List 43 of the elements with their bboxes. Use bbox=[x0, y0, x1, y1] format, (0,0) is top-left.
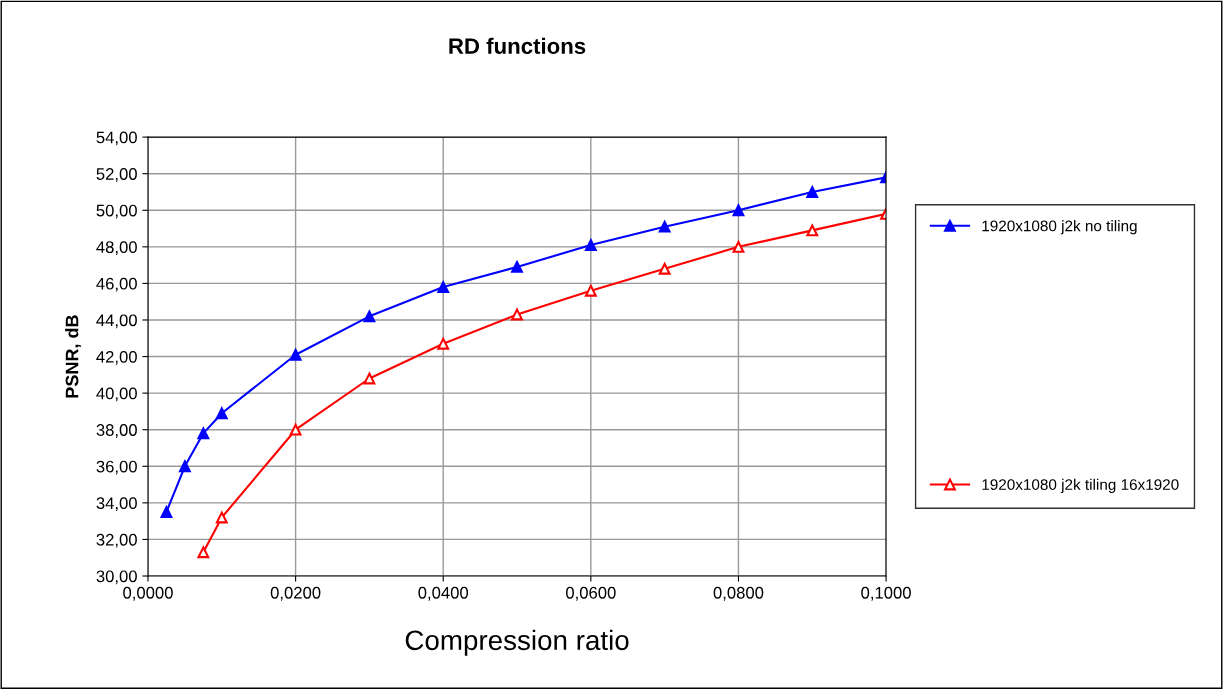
point bbox=[658, 220, 671, 233]
point bbox=[806, 224, 819, 237]
y-tick-label: 40,00 bbox=[96, 387, 137, 402]
y-tick-label: 44,00 bbox=[96, 314, 137, 329]
y-tick-label: 50,00 bbox=[96, 204, 137, 219]
point bbox=[363, 372, 376, 385]
y-tick-label: 30,00 bbox=[96, 570, 137, 585]
point bbox=[178, 460, 191, 473]
y-tick-label: 32,00 bbox=[96, 533, 137, 548]
y-tick-label: 36,00 bbox=[96, 460, 137, 475]
point bbox=[197, 427, 210, 440]
y-tick-label: 42,00 bbox=[96, 350, 137, 365]
point bbox=[437, 281, 450, 293]
y-axis-title: PSNR, dB bbox=[65, 315, 82, 398]
y-tick-label: 54,00 bbox=[96, 131, 137, 146]
point bbox=[197, 546, 210, 559]
x-tick-label: 0,1000 bbox=[861, 586, 911, 601]
chart-title: RD functions bbox=[449, 37, 586, 54]
x-tick-label: 0,0800 bbox=[713, 586, 764, 601]
point bbox=[289, 423, 302, 436]
point bbox=[584, 239, 597, 251]
point bbox=[732, 204, 745, 217]
y-tick-label: 48,00 bbox=[96, 241, 137, 256]
y-tick-label: 46,00 bbox=[96, 277, 137, 292]
point bbox=[732, 240, 745, 253]
x-tick-label: 0,0000 bbox=[123, 586, 173, 601]
point bbox=[658, 262, 671, 275]
y-tick-label: 34,00 bbox=[96, 497, 137, 512]
point bbox=[437, 337, 450, 350]
x-tick-label: 0,0600 bbox=[566, 586, 616, 601]
y-tick-label: 38,00 bbox=[96, 424, 137, 438]
x-axis-title: Compression ratio bbox=[405, 629, 629, 656]
point bbox=[511, 308, 523, 321]
x-tick-label: 0,0200 bbox=[270, 586, 321, 601]
x-tick-label: 0,0400 bbox=[418, 586, 469, 601]
point bbox=[584, 284, 597, 297]
point bbox=[289, 348, 302, 361]
legend-label: 1920x1080 j2k no tiling bbox=[982, 220, 1137, 235]
legend-label: 1920x1080 j2k tiling 16x1920 bbox=[982, 478, 1179, 494]
point bbox=[215, 407, 228, 420]
y-tick-label: 52,00 bbox=[96, 168, 137, 182]
point bbox=[215, 511, 228, 524]
point bbox=[363, 310, 376, 323]
